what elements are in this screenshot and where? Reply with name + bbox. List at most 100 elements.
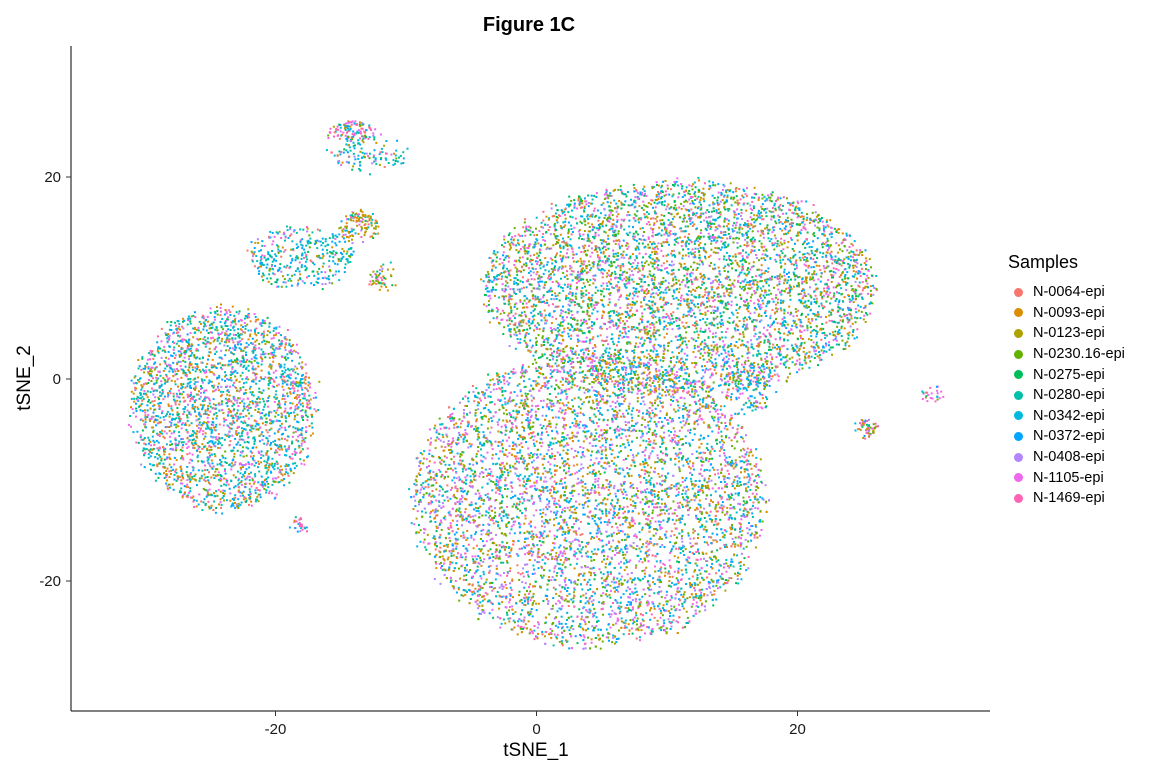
scatter-point [717,196,719,199]
scatter-point [657,288,660,291]
scatter-point [607,219,610,222]
scatter-point [602,322,605,325]
scatter-point [711,336,714,339]
scatter-point [690,265,692,268]
scatter-point [684,230,687,233]
scatter-point [791,211,794,214]
scatter-point [633,190,636,193]
scatter-point [801,221,803,224]
scatter-point [740,378,743,381]
scatter-point [592,274,595,277]
scatter-point [830,273,833,276]
scatter-point [790,263,793,266]
scatter-point [777,375,780,378]
scatter-point [827,244,830,246]
scatter-point [767,194,770,197]
scatter-point [718,247,720,250]
scatter-point [705,216,708,219]
scatter-point [863,287,866,289]
scatter-point [534,324,537,327]
scatter-point [538,288,541,291]
scatter-point [787,232,790,235]
scatter-point [727,232,730,235]
scatter-point [508,256,511,259]
scatter-point [587,222,590,225]
scatter-point [575,281,578,284]
scatter-point [525,229,528,232]
scatter-point [660,365,663,368]
scatter-point [559,233,562,236]
scatter-point [716,323,719,326]
scatter-point [859,251,862,254]
scatter-point [583,230,586,232]
scatter-point [621,279,624,282]
scatter-point [825,266,828,269]
scatter-point [618,286,621,289]
scatter-point [560,277,562,280]
scatter-point [690,253,693,256]
scatter-point [734,328,737,331]
scatter-point [701,261,704,264]
scatter-point [723,343,726,346]
scatter-point [559,215,562,218]
scatter-point [815,297,818,300]
scatter-point [754,238,756,241]
scatter-point [502,254,504,257]
scatter-point [571,247,574,250]
scatter-point [611,361,614,364]
scatter-point [819,218,822,221]
scatter-point [774,207,777,210]
scatter-point [716,343,718,346]
scatter-point [518,243,520,246]
scatter-point [663,194,666,197]
scatter-point [650,307,653,310]
scatter-point [867,277,870,279]
scatter-point [825,316,827,318]
scatter-point [563,319,566,322]
scatter-point [692,213,694,216]
scatter-point [673,364,676,367]
scatter-point [556,269,559,272]
scatter-point [745,298,748,301]
scatter-point [693,312,695,315]
scatter-point [833,294,836,297]
scatter-point [870,293,872,296]
scatter-point [809,218,812,221]
scatter-point [602,282,605,285]
scatter-point [659,283,662,286]
scatter-point [660,214,663,217]
scatter-point [714,358,717,361]
scatter-point [505,295,508,298]
scatter-point [648,358,651,361]
scatter-point [602,305,605,308]
scatter-point [621,192,624,195]
scatter-point [732,283,735,286]
scatter-point [646,288,648,291]
scatter-point [768,301,771,304]
scatter-point [571,209,573,212]
scatter-point [828,270,831,273]
scatter-point [673,243,676,246]
scatter-point [638,205,641,208]
scatter-point [763,381,766,384]
scatter-point [623,228,626,231]
scatter-point [770,278,773,281]
scatter-point [504,290,506,293]
scatter-point [563,210,566,213]
scatter-point [699,199,702,202]
scatter-point [856,262,859,265]
scatter-point [569,337,572,340]
scatter-point [733,320,735,323]
scatter-point [646,365,649,368]
scatter-point [770,200,773,203]
scatter-point [747,302,750,305]
scatter-point [603,295,605,298]
scatter-point [677,346,679,349]
scatter-point [652,345,655,348]
scatter-point [764,351,767,354]
scatter-point [756,214,758,217]
scatter-point [555,219,558,222]
scatter-point [781,345,784,348]
scatter-point [518,314,521,317]
scatter-point [588,339,591,342]
